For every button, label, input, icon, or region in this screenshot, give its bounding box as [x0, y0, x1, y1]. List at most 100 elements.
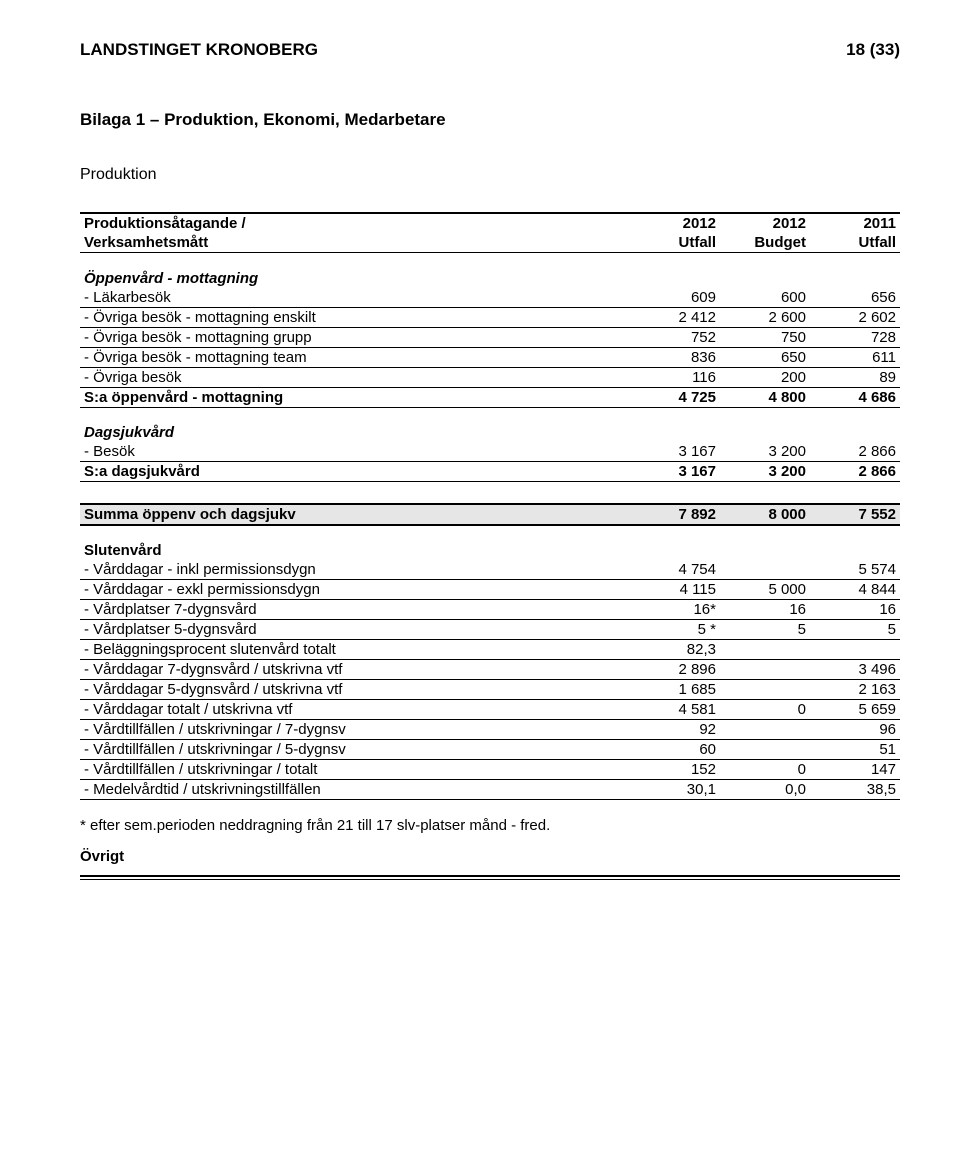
spacer — [80, 525, 900, 541]
row-value: 3 167 — [630, 442, 720, 462]
row-value: 0 — [720, 699, 810, 719]
row-value: Utfall — [630, 233, 720, 253]
row-value — [720, 423, 810, 442]
row-value: 2012 — [630, 213, 720, 233]
doc-title: Bilaga 1 – Produktion, Ekonomi, Medarbet… — [80, 110, 900, 130]
row-value: 750 — [720, 327, 810, 347]
spacer — [80, 799, 900, 815]
footnote: * efter sem.perioden neddragning från 21… — [80, 817, 900, 834]
doc-subtitle: Produktion — [80, 166, 900, 184]
row-value: 116 — [630, 367, 720, 387]
row-value: 4 115 — [630, 579, 720, 599]
row-value: 89 — [810, 367, 900, 387]
row-value — [630, 541, 720, 560]
row-value: 752 — [630, 327, 720, 347]
row-value: 2011 — [810, 213, 900, 233]
row-value: 2 866 — [810, 462, 900, 482]
row-value: 611 — [810, 347, 900, 367]
row-value: 836 — [630, 347, 720, 367]
row-value — [720, 659, 810, 679]
row-value: 16 — [810, 599, 900, 619]
row-label: - Vårddagar 7-dygnsvård / utskrivna vtf — [80, 659, 630, 679]
row-label: Dagsjukvård — [80, 423, 630, 442]
spacer — [80, 253, 900, 269]
row-label: - Vårddagar 5-dygnsvård / utskrivna vtf — [80, 679, 630, 699]
row-value: 7 552 — [810, 504, 900, 525]
row-label: - Övriga besök - mottagning grupp — [80, 327, 630, 347]
org-name: LANDSTINGET KRONOBERG — [80, 40, 318, 60]
row-value: 600 — [720, 288, 810, 308]
row-value: 2 600 — [720, 307, 810, 327]
row-label: - Vårddagar totalt / utskrivna vtf — [80, 699, 630, 719]
row-value — [720, 541, 810, 560]
row-value: 5 * — [630, 619, 720, 639]
ovrigt-heading: Övrigt — [80, 848, 900, 865]
page-number: 18 (33) — [846, 40, 900, 60]
row-value: 7 892 — [630, 504, 720, 525]
row-label: Summa öppenv och dagsjukv — [80, 504, 630, 525]
row-label: Verksamhetsmått — [80, 233, 630, 253]
row-label: - Vårdplatser 5-dygnsvård — [80, 619, 630, 639]
row-label: - Besök — [80, 442, 630, 462]
row-value: 2 602 — [810, 307, 900, 327]
row-value: 16 — [720, 599, 810, 619]
row-value: 3 200 — [720, 462, 810, 482]
row-value: 2 163 — [810, 679, 900, 699]
row-value: 60 — [630, 739, 720, 759]
row-value — [720, 719, 810, 739]
row-label: - Vårdtillfällen / utskrivningar / total… — [80, 759, 630, 779]
row-label: Produktionsåtagande / — [80, 213, 630, 233]
row-value: 3 200 — [720, 442, 810, 462]
row-value: 16* — [630, 599, 720, 619]
row-value: 4 754 — [630, 560, 720, 580]
row-value: 650 — [720, 347, 810, 367]
row-value — [810, 423, 900, 442]
row-label: Slutenvård — [80, 541, 630, 560]
row-value: 0 — [720, 759, 810, 779]
row-value: 609 — [630, 288, 720, 308]
row-label: Öppenvård - mottagning — [80, 269, 630, 288]
row-label: - Övriga besök — [80, 367, 630, 387]
row-value — [720, 560, 810, 580]
row-value: 728 — [810, 327, 900, 347]
row-value: 2012 — [720, 213, 810, 233]
row-label: - Medelvårdtid / utskrivningstillfällen — [80, 779, 630, 799]
row-value — [630, 423, 720, 442]
spacer — [80, 407, 900, 423]
row-value: 51 — [810, 739, 900, 759]
row-value: 0,0 — [720, 779, 810, 799]
production-table: Produktionsåtagande /201220122011Verksam… — [80, 212, 900, 815]
row-value: 2 412 — [630, 307, 720, 327]
row-value: 92 — [630, 719, 720, 739]
row-value: Utfall — [810, 233, 900, 253]
row-value — [810, 541, 900, 560]
row-value: 96 — [810, 719, 900, 739]
row-value: 5 574 — [810, 560, 900, 580]
rule — [80, 875, 900, 877]
row-label: - Läkarbesök — [80, 288, 630, 308]
row-value: 5 000 — [720, 579, 810, 599]
row-value: 152 — [630, 759, 720, 779]
row-value: Budget — [720, 233, 810, 253]
row-value: 5 659 — [810, 699, 900, 719]
row-value — [720, 679, 810, 699]
row-label: - Övriga besök - mottagning enskilt — [80, 307, 630, 327]
row-value: 656 — [810, 288, 900, 308]
row-value: 1 685 — [630, 679, 720, 699]
row-label: S:a öppenvård - mottagning — [80, 387, 630, 407]
row-value: 4 686 — [810, 387, 900, 407]
row-value — [720, 639, 810, 659]
row-value: 200 — [720, 367, 810, 387]
row-label: - Vårddagar - exkl permissionsdygn — [80, 579, 630, 599]
ovrigt-section: Övrigt — [80, 848, 900, 880]
row-value — [720, 269, 810, 288]
row-value: 147 — [810, 759, 900, 779]
spacer — [80, 482, 900, 498]
page-header: LANDSTINGET KRONOBERG 18 (33) — [80, 40, 900, 60]
row-label: S:a dagsjukvård — [80, 462, 630, 482]
row-label: - Övriga besök - mottagning team — [80, 347, 630, 367]
row-value: 82,3 — [630, 639, 720, 659]
row-value — [630, 269, 720, 288]
row-value — [810, 269, 900, 288]
row-label: - Vårdtillfällen / utskrivningar / 7-dyg… — [80, 719, 630, 739]
